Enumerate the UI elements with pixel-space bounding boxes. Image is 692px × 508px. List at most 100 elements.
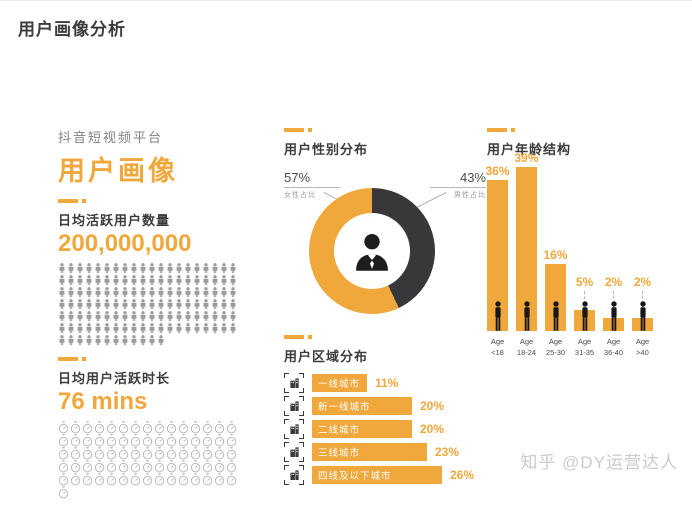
male-share-callout: 43% 男性占比: [430, 170, 486, 200]
stopwatch-icon: [70, 434, 81, 447]
person-icon: [68, 275, 74, 286]
stopwatch-icon: [142, 460, 153, 473]
person-icon: [122, 311, 128, 322]
gender-donut-chart: 57% 女性占比 43% 男性占比: [284, 162, 486, 334]
person-icon: [113, 335, 119, 346]
person-icon: [77, 323, 83, 334]
stopwatch-icon: [166, 447, 177, 460]
stopwatch-icon: [202, 434, 213, 447]
person-icon: [194, 263, 200, 274]
person-icon: [185, 311, 191, 322]
stopwatch-icon: [202, 473, 213, 486]
age-bar-chart: 36% Age <18 39% Age 18-24 16% Age 25-30 5% Age 31-3…: [485, 151, 687, 358]
person-icon: [158, 311, 164, 322]
region-row: 一线城市 11%: [284, 372, 486, 393]
person-icon: [68, 335, 74, 346]
person-icon: [203, 263, 209, 274]
person-icon: [203, 275, 209, 286]
person-icon: [104, 299, 110, 310]
person-icon: [203, 299, 209, 310]
person-icon: [95, 263, 101, 274]
person-icon: [104, 335, 110, 346]
region-bar: 三线城市: [312, 442, 427, 461]
dash-dot-divider: [284, 127, 486, 132]
person-icon: [158, 299, 164, 310]
person-silhouette-icon: [610, 300, 617, 331]
stopwatch-icon: [142, 421, 153, 434]
stopwatch-icon: [130, 447, 141, 460]
person-silhouette-icon: [523, 300, 530, 331]
person-icon: [104, 323, 110, 334]
region-row: 三线城市 23%: [284, 441, 486, 462]
region-bar: 二线城市: [312, 419, 412, 438]
person-icon: [140, 299, 146, 310]
person-silhouette-icon: [581, 300, 588, 331]
gender-section-heading: 用户性别分布: [284, 142, 369, 157]
platform-label: 抖音短视频平台: [58, 130, 164, 145]
person-icon: [167, 287, 173, 298]
duration-value: 76 mins: [58, 388, 148, 415]
person-icon: [113, 311, 119, 322]
stopwatch-icon: [166, 434, 177, 447]
stopwatch-icon: [82, 421, 93, 434]
person-icon: [230, 323, 236, 334]
person-icon: [167, 323, 173, 334]
stopwatch-icon: [154, 473, 165, 486]
stopwatch-icon: [190, 447, 201, 460]
tier4-city-building-icon: [284, 464, 304, 485]
age-bar: [632, 317, 653, 331]
person-icon: [122, 323, 128, 334]
person-icon: [95, 335, 101, 346]
icon-grid-row: [58, 473, 266, 486]
age-axis-label: Age >40: [635, 336, 650, 357]
stopwatch-icon: [118, 447, 129, 460]
person-icon: [77, 311, 83, 322]
stopwatch-icon: [82, 434, 93, 447]
person-icon: [221, 323, 227, 334]
person-icon: [113, 263, 119, 274]
stopwatch-icon: [166, 460, 177, 473]
person-icon: [113, 275, 119, 286]
person-icon: [140, 323, 146, 334]
stopwatch-icon: [178, 447, 189, 460]
person-icon: [167, 275, 173, 286]
person-icon: [203, 287, 209, 298]
person-icon: [77, 263, 83, 274]
stopwatch-icon: [106, 447, 117, 460]
stopwatch-icon: [190, 434, 201, 447]
stopwatch-icon: [142, 447, 153, 460]
person-icon: [104, 311, 110, 322]
stopwatch-icon: [178, 473, 189, 486]
stopwatch-icon: [94, 421, 105, 434]
person-icon: [77, 275, 83, 286]
stopwatch-icon: [154, 460, 165, 473]
person-icon: [68, 311, 74, 322]
stopwatch-icon: [94, 473, 105, 486]
person-icon: [122, 299, 128, 310]
region-percentage: 20%: [420, 398, 445, 413]
region-bar-label: 四线及以下城市: [318, 470, 392, 482]
person-icon: [194, 275, 200, 286]
female-share-callout: 57% 女性占比: [284, 170, 340, 200]
age-bar: [574, 309, 595, 331]
dash-dot-divider: [284, 334, 486, 339]
person-icon: [230, 263, 236, 274]
person-icon: [212, 275, 218, 286]
age-bar: [487, 179, 508, 331]
person-icon: [194, 323, 200, 334]
person-icon: [131, 299, 137, 310]
stopwatch-icon: [166, 421, 177, 434]
age-percentage: 36%: [485, 163, 510, 178]
stopwatch-icon: [226, 447, 237, 460]
stopwatch-icon: [130, 421, 141, 434]
age-axis-label: Age 25-30: [545, 336, 566, 357]
person-icon: [113, 287, 119, 298]
stopwatch-icon: [70, 473, 81, 486]
stopwatch-icon: [226, 434, 237, 447]
stopwatch-icon: [58, 486, 69, 499]
icon-grid-row: [58, 263, 266, 275]
stopwatch-icon: [154, 421, 165, 434]
person-silhouette-icon: [639, 300, 646, 331]
dash-dot-divider: [58, 198, 266, 203]
stopwatch-icon-grid: [58, 421, 266, 499]
